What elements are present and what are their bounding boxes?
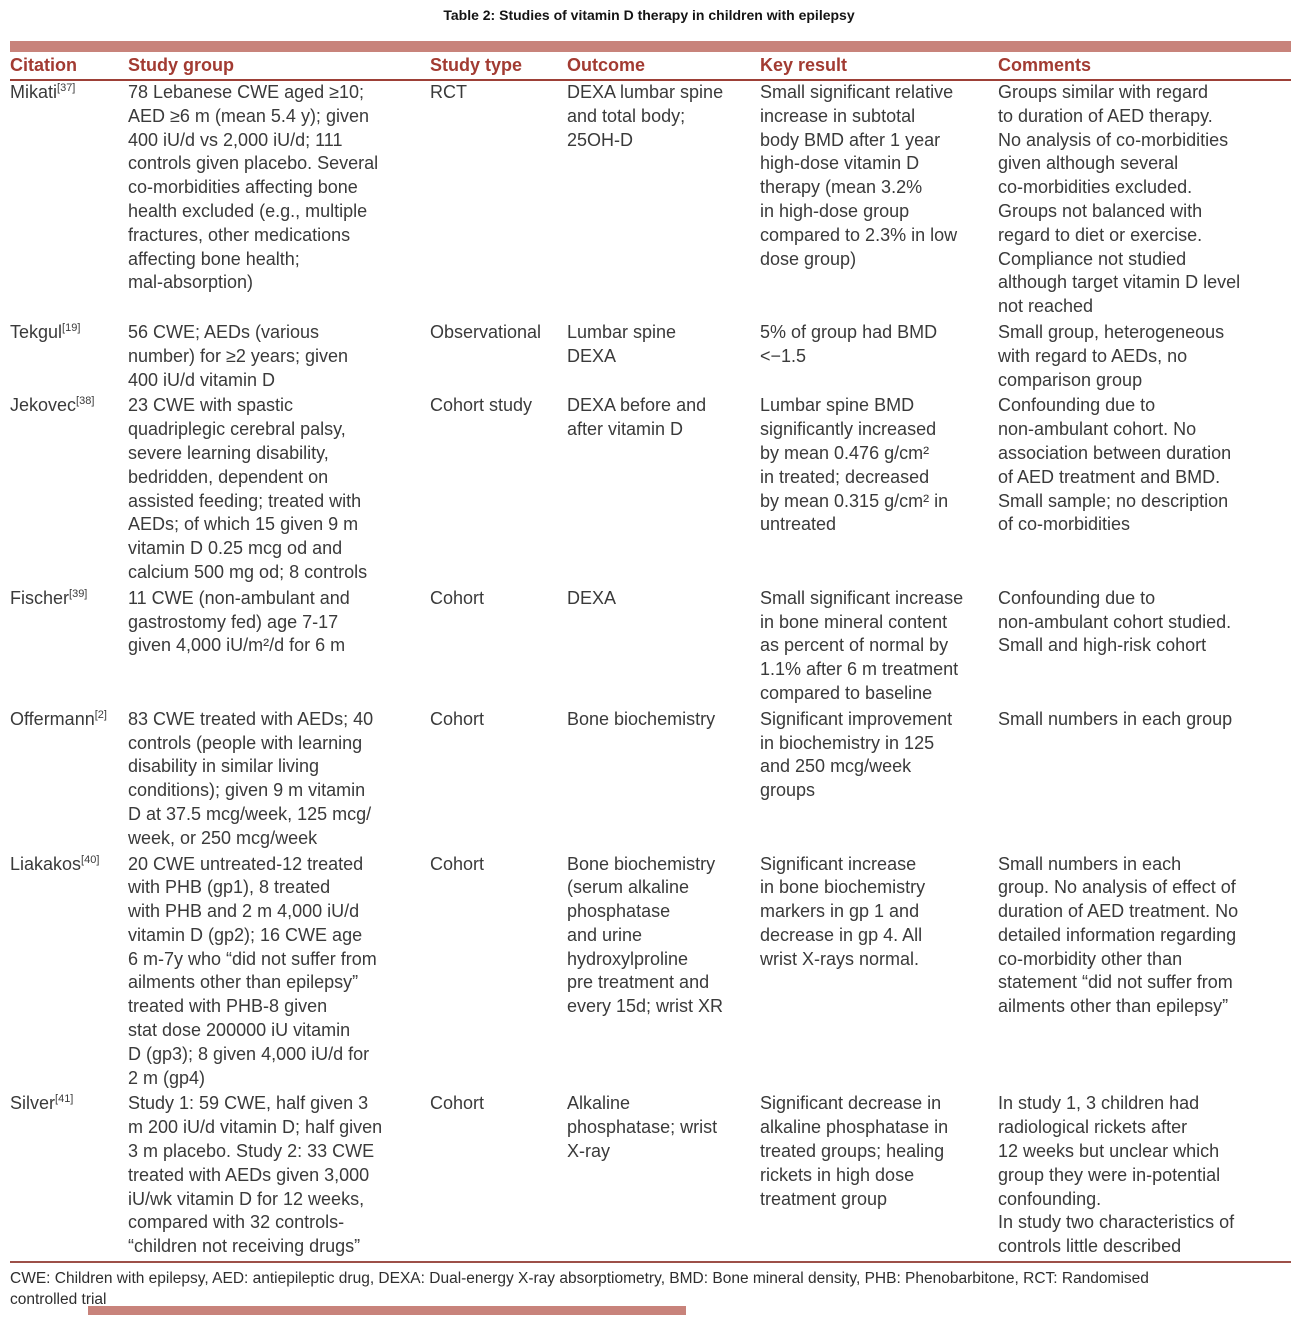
comments-cell: Confounding due to non-ambulant cohort. … bbox=[998, 395, 1232, 535]
key-result-cell: Lumbar spine BMD significantly increased… bbox=[760, 395, 949, 535]
column-header-key-result: Key result bbox=[760, 55, 848, 75]
table-row-silver: Silver[41] Study 1: 59 CWE, half given 3… bbox=[10, 1092, 1291, 1261]
study-type-cell: Observational bbox=[430, 321, 542, 342]
outcome-cell: Bone biochemistry bbox=[567, 708, 716, 729]
study-group-cell: 83 CWE treated with AEDs; 40 controls (p… bbox=[128, 708, 374, 848]
column-header-comments: Comments bbox=[998, 55, 1092, 75]
comments-cell: Groups similar with regard to duration o… bbox=[998, 82, 1241, 317]
citation-cell: Silver[41] bbox=[10, 1092, 128, 1261]
study-group-cell: Study 1: 59 CWE, half given 3 m 200 iU/d… bbox=[128, 1093, 383, 1257]
outcome-cell: DEXA before and after vitamin D bbox=[567, 395, 707, 440]
study-type-cell: Cohort bbox=[430, 708, 485, 729]
citation-ref: [2] bbox=[94, 708, 107, 721]
table-header-row: Citation Study group Study type Outcome … bbox=[10, 52, 1291, 81]
outcome-cell: Bone biochemistry (serum alkaline phosph… bbox=[567, 853, 724, 1017]
key-result-cell: Significant decrease in alkaline phospha… bbox=[760, 1093, 949, 1209]
table-row-mikati: Mikati[37] 78 Lebanese CWE aged ≥10; AED… bbox=[10, 81, 1291, 321]
table-row-jekovec: Jekovec[38] 23 CWE with spastic quadripl… bbox=[10, 394, 1291, 586]
citation-cell: Jekovec[38] bbox=[10, 394, 128, 586]
study-group-cell: 20 CWE untreated-12 treated with PHB (gp… bbox=[128, 853, 377, 1088]
abbreviations-footnote: CWE: Children with epilepsy, AED: antiep… bbox=[10, 1270, 1149, 1309]
citation-cell: Liakakos[40] bbox=[10, 853, 128, 1093]
citation-cell: Mikati[37] bbox=[10, 81, 128, 321]
column-header-study-group: Study group bbox=[128, 55, 234, 75]
study-type-cell: Cohort study bbox=[430, 395, 533, 416]
key-result-cell: 5% of group had BMD <−1.5 bbox=[760, 321, 938, 366]
study-type-cell: Cohort bbox=[430, 587, 485, 608]
citation-author: Tekgul bbox=[10, 321, 63, 342]
table-title: Table 2: Studies of vitamin D therapy in… bbox=[443, 7, 855, 23]
study-group-cell: 11 CWE (non-ambulant and gastrostomy fed… bbox=[128, 587, 350, 656]
study-type-cell: Cohort bbox=[430, 853, 485, 874]
citation-ref: [37] bbox=[57, 82, 76, 94]
citation-author: Jekovec bbox=[10, 395, 77, 416]
table-row-liakakos: Liakakos[40] 20 CWE untreated-12 treated… bbox=[10, 853, 1291, 1093]
study-group-cell: 56 CWE; AEDs (various number) for ≥2 yea… bbox=[128, 321, 348, 390]
study-type-cell: RCT bbox=[430, 82, 467, 102]
next-table-accent-bar bbox=[88, 1306, 686, 1315]
citation-cell: Offermann[2] bbox=[10, 708, 128, 853]
table-row-tekgul: Tekgul[19] 56 CWE; AEDs (various number)… bbox=[10, 321, 1291, 394]
study-group-cell: 23 CWE with spastic quadriplegic cerebra… bbox=[128, 395, 368, 582]
comments-cell: Confounding due to non-ambulant cohort s… bbox=[998, 587, 1232, 656]
column-header-citation: Citation bbox=[10, 55, 77, 75]
key-result-cell: Small significant increase in bone miner… bbox=[760, 587, 964, 703]
citation-ref: [41] bbox=[55, 1093, 74, 1106]
comments-cell: Small numbers in each group. No analysis… bbox=[998, 853, 1239, 1017]
table-row-offermann: Offermann[2] 83 CWE treated with AEDs; 4… bbox=[10, 708, 1291, 853]
study-type-cell: Cohort bbox=[430, 1093, 485, 1114]
citation-cell: Fischer[39] bbox=[10, 587, 128, 708]
column-header-study-type: Study type bbox=[430, 55, 523, 75]
table-top-accent-bar bbox=[10, 41, 1291, 52]
comments-cell: Small group, heterogeneous with regard t… bbox=[998, 321, 1225, 390]
key-result-cell: Small significant relative increase in s… bbox=[760, 82, 958, 269]
comments-cell: Small numbers in each group bbox=[998, 708, 1233, 729]
study-group-cell: 78 Lebanese CWE aged ≥10; AED ≥6 m (mean… bbox=[128, 82, 379, 293]
citation-ref: [19] bbox=[62, 321, 81, 334]
citation-author: Offermann bbox=[10, 708, 95, 729]
key-result-cell: Significant improvement in biochemistry … bbox=[760, 708, 953, 801]
citation-author: Silver bbox=[10, 1093, 56, 1114]
citation-author: Fischer bbox=[10, 587, 70, 608]
citation-author: Liakakos bbox=[10, 853, 82, 874]
column-header-outcome: Outcome bbox=[567, 55, 646, 75]
outcome-cell: Lumbar spine DEXA bbox=[567, 321, 677, 366]
key-result-cell: Significant increase in bone biochemistr… bbox=[760, 853, 926, 969]
comments-cell: In study 1, 3 children had radiological … bbox=[998, 1093, 1235, 1257]
studies-table: Citation Study group Study type Outcome … bbox=[10, 41, 1291, 1310]
citation-ref: [39] bbox=[69, 587, 88, 600]
citation-cell: Tekgul[19] bbox=[10, 321, 128, 394]
citation-ref: [38] bbox=[76, 395, 95, 408]
outcome-cell: DEXA lumbar spine and total body; 25OH-D bbox=[567, 82, 724, 150]
table-row-fischer: Fischer[39] 11 CWE (non-ambulant and gas… bbox=[10, 587, 1291, 708]
table-body: Mikati[37] 78 Lebanese CWE aged ≥10; AED… bbox=[10, 81, 1291, 1264]
citation-author: Mikati bbox=[10, 82, 58, 102]
outcome-cell: Alkaline phosphatase; wrist X-ray bbox=[567, 1093, 718, 1162]
citation-ref: [40] bbox=[81, 853, 100, 866]
outcome-cell: DEXA bbox=[567, 587, 617, 608]
